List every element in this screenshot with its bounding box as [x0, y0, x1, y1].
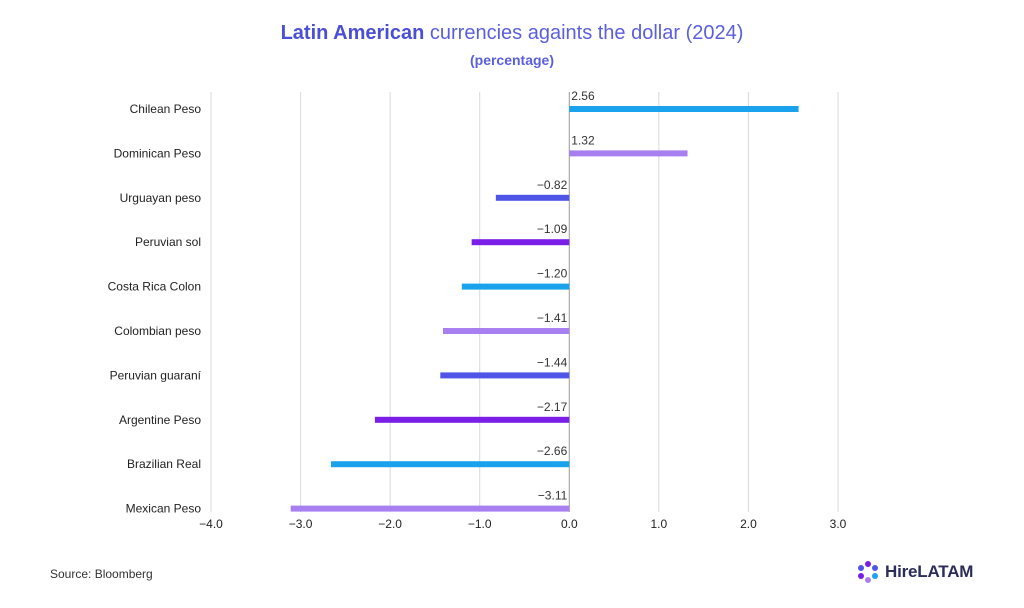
brand-logo: HireLATAM: [857, 561, 973, 583]
bar: [569, 150, 688, 157]
category-label: Peruvian guaraní: [110, 368, 202, 382]
hirelatam-hexagon-logo-icon: [858, 561, 878, 583]
data-label: −2.66: [537, 444, 568, 458]
category-label: Dominican Peso: [114, 146, 202, 160]
data-label: 1.32: [571, 133, 595, 147]
bar: [440, 372, 570, 379]
category-label: Urguayan peso: [120, 191, 202, 205]
chart-title-rest: currencies againts the dollar (2024): [429, 22, 744, 44]
chart-subtitle: (percentage): [469, 52, 555, 68]
data-label: −0.82: [537, 178, 568, 192]
x-tick-label: −3.0: [289, 517, 313, 531]
x-tick-label: 3.0: [830, 517, 847, 531]
x-tick-label: 1.0: [651, 517, 668, 531]
category-label: Argentine Peso: [119, 413, 201, 427]
x-tick-label: 0.0: [561, 517, 578, 531]
x-tick-label: −4.0: [199, 517, 223, 531]
data-label: −1.20: [537, 267, 568, 281]
data-label: −1.41: [537, 311, 568, 325]
bar: [569, 106, 799, 112]
x-tick-label: −2.0: [378, 517, 402, 531]
bar: [461, 283, 570, 290]
chart-title: Latin American currencies againts the do…: [0, 22, 1024, 45]
data-label: −1.44: [537, 355, 568, 369]
data-label: −3.11: [538, 489, 568, 503]
category-label: Costa Rica Colon: [108, 280, 201, 294]
category-label: Mexican Peso: [126, 502, 202, 516]
bar: [374, 416, 570, 423]
category-label: Colombian peso: [114, 324, 201, 338]
bar: [331, 461, 570, 468]
bar: [471, 239, 570, 246]
bar: [290, 505, 570, 512]
bar: [442, 328, 570, 334]
bar: [495, 194, 570, 201]
x-tick-label: −1.0: [468, 517, 492, 531]
x-tick-label: 2.0: [740, 517, 757, 531]
category-label: Peruvian sol: [135, 235, 201, 249]
category-label: Chilean Peso: [130, 102, 202, 116]
logo-text: HireLATAM: [885, 562, 974, 581]
chart-title-bold: Latin American: [280, 22, 425, 44]
category-label: Brazilian Real: [127, 457, 201, 471]
data-label: 2.56: [571, 89, 595, 103]
data-label: −2.17: [537, 400, 568, 414]
data-label: −1.09: [537, 222, 568, 236]
source-note: Source: Bloomberg: [50, 567, 153, 581]
